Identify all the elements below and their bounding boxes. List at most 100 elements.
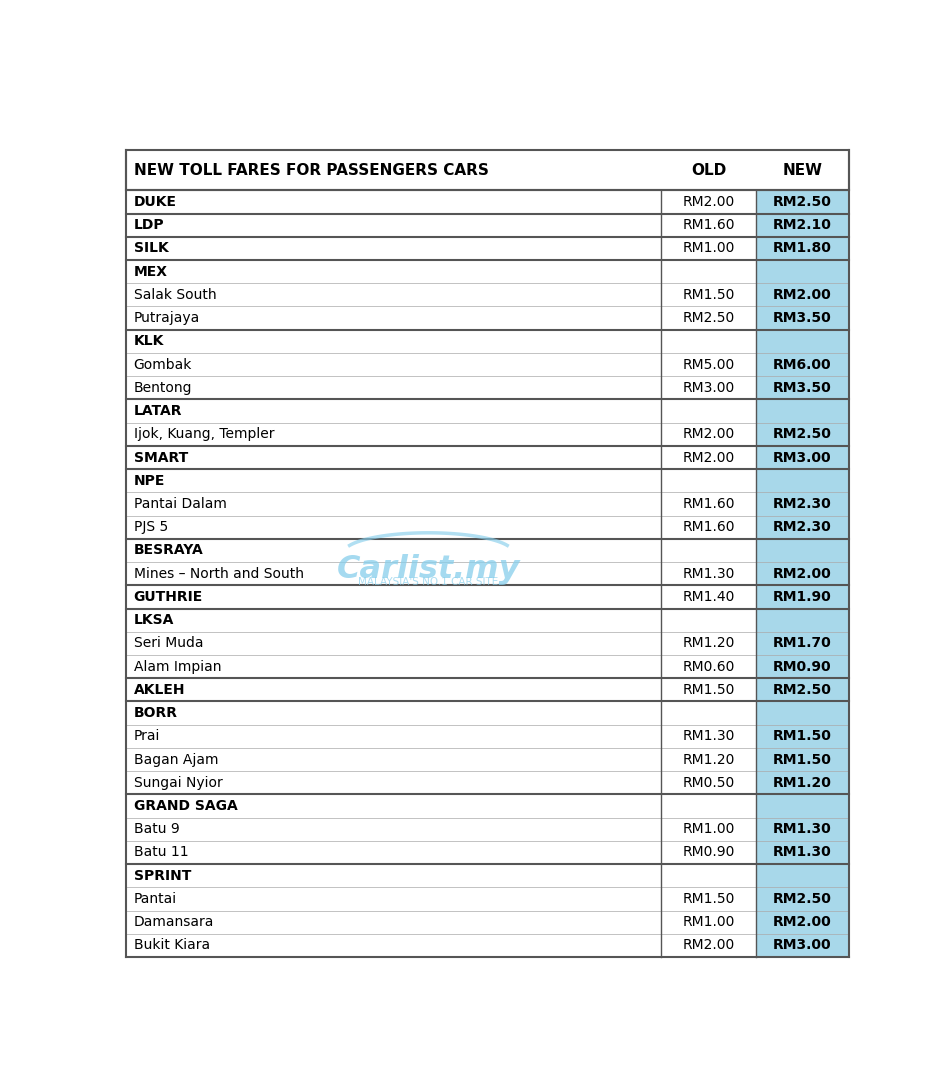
- Bar: [126, 702, 756, 725]
- Text: SPRINT: SPRINT: [133, 868, 191, 882]
- Text: KLK: KLK: [133, 335, 164, 349]
- Bar: [126, 608, 756, 632]
- Bar: [126, 422, 756, 446]
- Bar: [126, 585, 756, 608]
- Text: Alam Impian: Alam Impian: [133, 660, 222, 674]
- Text: RM1.50: RM1.50: [682, 892, 735, 906]
- Text: RM6.00: RM6.00: [773, 357, 832, 372]
- Bar: [126, 748, 756, 771]
- Text: RM3.00: RM3.00: [683, 381, 734, 395]
- Bar: [756, 632, 848, 654]
- Text: Prai: Prai: [133, 729, 160, 743]
- Bar: [126, 632, 756, 654]
- Text: RM1.20: RM1.20: [682, 636, 735, 650]
- Text: Putrajaya: Putrajaya: [133, 311, 200, 325]
- Text: RM2.00: RM2.00: [683, 450, 734, 464]
- Bar: [756, 422, 848, 446]
- Text: RM1.60: RM1.60: [682, 521, 735, 535]
- Text: RM2.00: RM2.00: [683, 194, 734, 208]
- Text: RM1.60: RM1.60: [682, 497, 735, 511]
- Bar: [756, 307, 848, 329]
- Text: Mines – North and South: Mines – North and South: [133, 567, 303, 581]
- Text: Pantai: Pantai: [133, 892, 177, 906]
- Text: RM1.30: RM1.30: [773, 846, 832, 860]
- Bar: [126, 515, 756, 539]
- Text: BORR: BORR: [133, 706, 178, 720]
- Bar: [756, 539, 848, 562]
- Bar: [126, 492, 756, 515]
- Bar: [756, 400, 848, 422]
- Text: RM1.80: RM1.80: [773, 242, 832, 255]
- Bar: [126, 353, 756, 376]
- Text: GRAND SAGA: GRAND SAGA: [133, 799, 238, 813]
- Text: RM1.50: RM1.50: [682, 683, 735, 697]
- Bar: [126, 260, 756, 283]
- Text: RM1.20: RM1.20: [682, 753, 735, 767]
- Text: DUKE: DUKE: [133, 194, 177, 208]
- Text: RM1.30: RM1.30: [682, 729, 735, 743]
- Text: Seri Muda: Seri Muda: [133, 636, 204, 650]
- Text: Sungai Nyior: Sungai Nyior: [133, 775, 223, 789]
- Text: NEW: NEW: [783, 163, 823, 178]
- Bar: [126, 771, 756, 795]
- Bar: [126, 864, 756, 888]
- Bar: [126, 678, 756, 702]
- Text: Batu 9: Batu 9: [133, 822, 180, 836]
- Text: RM3.50: RM3.50: [773, 381, 832, 395]
- Text: RM2.50: RM2.50: [683, 311, 734, 325]
- Bar: [756, 864, 848, 888]
- Bar: [126, 446, 756, 469]
- Bar: [126, 654, 756, 678]
- Text: RM2.30: RM2.30: [773, 521, 832, 535]
- Text: LATAR: LATAR: [133, 404, 182, 418]
- Bar: [756, 678, 848, 702]
- Bar: [756, 446, 848, 469]
- Text: MALAYSIA'S NO.1 CAR SITE: MALAYSIA'S NO.1 CAR SITE: [359, 577, 498, 586]
- Text: Gombak: Gombak: [133, 357, 192, 372]
- Bar: [126, 841, 756, 864]
- Bar: [756, 934, 848, 957]
- Text: MEX: MEX: [133, 265, 167, 279]
- Bar: [756, 353, 848, 376]
- Bar: [126, 562, 756, 585]
- Text: LDP: LDP: [133, 218, 165, 232]
- Bar: [756, 190, 848, 214]
- Text: RM0.60: RM0.60: [682, 660, 735, 674]
- Bar: [756, 562, 848, 585]
- Bar: [126, 469, 756, 492]
- Text: RM1.00: RM1.00: [682, 915, 735, 929]
- Bar: [756, 888, 848, 910]
- Text: AKLEH: AKLEH: [133, 683, 185, 697]
- Bar: [126, 910, 756, 934]
- Bar: [126, 237, 756, 260]
- Bar: [756, 237, 848, 260]
- Text: RM1.40: RM1.40: [682, 590, 735, 604]
- Bar: [756, 910, 848, 934]
- Text: Salak South: Salak South: [133, 288, 216, 302]
- Text: RM1.30: RM1.30: [773, 822, 832, 836]
- Bar: [756, 654, 848, 678]
- Bar: [126, 150, 848, 190]
- Text: RM2.50: RM2.50: [773, 892, 832, 906]
- Text: RM1.00: RM1.00: [682, 822, 735, 836]
- Text: RM2.30: RM2.30: [773, 497, 832, 511]
- Bar: [756, 795, 848, 818]
- Text: RM1.50: RM1.50: [773, 753, 832, 767]
- Bar: [756, 283, 848, 307]
- Text: Carlist.my: Carlist.my: [337, 554, 520, 584]
- Bar: [126, 400, 756, 422]
- Bar: [756, 725, 848, 748]
- Text: RM0.50: RM0.50: [683, 775, 734, 789]
- Text: RM1.60: RM1.60: [682, 218, 735, 232]
- Text: Pantai Dalam: Pantai Dalam: [133, 497, 226, 511]
- Text: GUTHRIE: GUTHRIE: [133, 590, 203, 604]
- Text: RM1.50: RM1.50: [682, 288, 735, 302]
- Bar: [126, 888, 756, 910]
- Text: Damansara: Damansara: [133, 915, 214, 929]
- Bar: [756, 515, 848, 539]
- Text: RM2.50: RM2.50: [773, 194, 832, 208]
- Text: RM2.00: RM2.00: [773, 567, 832, 581]
- Bar: [756, 492, 848, 515]
- Text: RM5.00: RM5.00: [683, 357, 734, 372]
- Bar: [126, 214, 756, 237]
